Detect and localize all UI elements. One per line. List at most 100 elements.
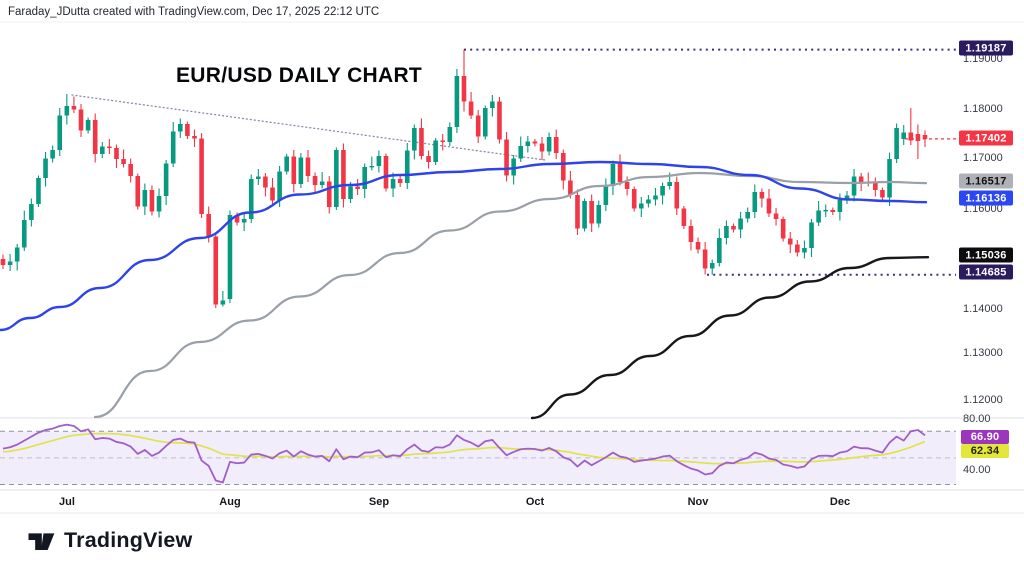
candle-body[interactable]	[114, 148, 119, 159]
candle-body[interactable]	[844, 195, 850, 201]
candle-body[interactable]	[121, 159, 126, 164]
candle-body[interactable]	[270, 187, 275, 201]
candle-body[interactable]	[724, 226, 729, 238]
candle-body[interactable]	[447, 127, 453, 142]
candle-body[interactable]	[64, 106, 70, 116]
candle-body[interactable]	[816, 210, 821, 223]
ma-blue-line[interactable]	[0, 160, 928, 332]
candle-body[interactable]	[440, 140, 446, 143]
candle-body[interactable]	[170, 131, 176, 164]
candle-body[interactable]	[433, 140, 438, 163]
candle-body[interactable]	[901, 132, 907, 140]
candle-body[interactable]	[589, 201, 594, 224]
candle-body[interactable]	[880, 190, 885, 198]
candle-body[interactable]	[653, 195, 658, 200]
ma-gray-line[interactable]	[93, 171, 928, 419]
candle-body[interactable]	[326, 181, 332, 208]
candle-body[interactable]	[603, 186, 609, 205]
candle-body[interactable]	[482, 108, 488, 137]
candle-body[interactable]	[156, 196, 162, 212]
candle-body[interactable]	[291, 156, 297, 185]
candle-body[interactable]	[383, 156, 389, 189]
candle-body[interactable]	[163, 163, 169, 197]
candle-body[interactable]	[575, 195, 580, 229]
time-axis-month-sep[interactable]: Sep	[368, 496, 390, 508]
candle-body[interactable]	[539, 143, 545, 152]
candle-body[interactable]	[412, 128, 417, 151]
candle-body[interactable]	[78, 109, 84, 131]
candle-body[interactable]	[107, 146, 112, 149]
candle-body[interactable]	[468, 101, 474, 116]
time-axis-month-aug[interactable]: Aug	[219, 496, 241, 508]
candle-body[interactable]	[915, 134, 921, 141]
candle-body[interactable]	[227, 215, 233, 299]
candle-body[interactable]	[568, 180, 573, 196]
candle-body[interactable]	[780, 219, 786, 239]
candle-body[interactable]	[802, 248, 807, 253]
candle-body[interactable]	[241, 219, 247, 223]
candle-body[interactable]	[256, 176, 261, 180]
candle-body[interactable]	[582, 201, 587, 229]
candle-body[interactable]	[206, 214, 211, 237]
candle-body[interactable]	[851, 176, 857, 196]
candle-body[interactable]	[766, 198, 772, 214]
candle-body[interactable]	[717, 238, 722, 263]
candle-body[interactable]	[908, 132, 914, 141]
candle-body[interactable]	[29, 204, 34, 220]
candle-body[interactable]	[738, 218, 743, 230]
candle-body[interactable]	[142, 190, 148, 207]
rsi-ma-line[interactable]	[2, 432, 926, 465]
candle-body[interactable]	[546, 137, 552, 152]
candle-body[interactable]	[213, 236, 219, 305]
candle-body[interactable]	[525, 141, 531, 147]
candle-body[interactable]	[369, 166, 375, 168]
candle-body[interactable]	[376, 156, 382, 166]
candle-body[interactable]	[362, 167, 368, 189]
candle-body[interactable]	[192, 136, 197, 139]
candle-body[interactable]	[305, 157, 311, 177]
candle-body[interactable]	[617, 164, 623, 182]
candle-body[interactable]	[234, 215, 240, 223]
candle-body[interactable]	[149, 190, 155, 212]
candle-body[interactable]	[646, 199, 651, 204]
candle-body[interactable]	[92, 120, 98, 154]
candle-body[interactable]	[71, 106, 77, 110]
candle-body[interactable]	[752, 192, 758, 212]
candle-body[interactable]	[795, 244, 800, 253]
tradingview-logo[interactable]: TradingView	[26, 525, 192, 555]
candle-body[interactable]	[624, 182, 630, 189]
candle-body[interactable]	[702, 249, 708, 269]
candle-body[interactable]	[610, 164, 616, 186]
candle-body[interactable]	[596, 205, 602, 224]
candle-body[interactable]	[348, 186, 353, 200]
candle-body[interactable]	[36, 178, 41, 204]
candle-body[interactable]	[731, 226, 736, 230]
time-axis-month-nov[interactable]: Nov	[687, 496, 709, 508]
candle-body[interactable]	[837, 200, 843, 212]
candle-body[interactable]	[220, 300, 226, 305]
candle-body[interactable]	[390, 179, 396, 189]
candle-body[interactable]	[823, 210, 829, 212]
candle-body[interactable]	[475, 115, 481, 137]
candle-body[interactable]	[397, 179, 403, 183]
candle-body[interactable]	[461, 76, 467, 102]
candle-body[interactable]	[263, 176, 268, 188]
candle-body[interactable]	[50, 150, 55, 159]
candle-body[interactable]	[419, 128, 424, 156]
candle-body[interactable]	[745, 212, 750, 219]
candle-body[interactable]	[497, 101, 502, 140]
time-axis-month-oct[interactable]: Oct	[525, 496, 545, 508]
candle-body[interactable]	[57, 115, 63, 151]
candle-body[interactable]	[334, 150, 339, 207]
candle-body[interactable]	[135, 176, 141, 207]
rsi-line[interactable]	[2, 423, 926, 484]
candle-body[interactable]	[248, 179, 254, 219]
candle-body[interactable]	[284, 156, 289, 172]
candle-body[interactable]	[709, 263, 715, 269]
candle-body[interactable]	[639, 203, 644, 209]
candle-body[interactable]	[631, 189, 637, 209]
candle-body[interactable]	[43, 158, 48, 179]
time-axis-month-dec[interactable]: Dec	[829, 496, 851, 508]
time-axis-month-jul[interactable]: Jul	[59, 496, 75, 508]
